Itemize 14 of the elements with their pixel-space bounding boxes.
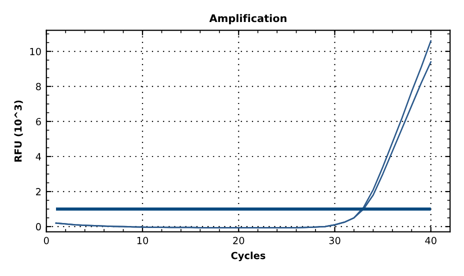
chart-title: Amplification	[209, 14, 286, 24]
y-tick-label: 2	[36, 188, 41, 196]
x-axis-title: Cycles	[231, 252, 266, 262]
x-tick-label: 20	[233, 236, 244, 244]
x-tick-label: 10	[137, 236, 148, 244]
x-tick-label: 0	[44, 236, 49, 244]
y-axis-title: RFU (10^3)	[14, 100, 23, 162]
y-tick-label: 4	[36, 153, 41, 160]
y-tick-label: 8	[36, 82, 41, 90]
y-tick-label: 6	[36, 118, 41, 126]
y-tick-label: 10	[30, 48, 41, 56]
x-tick-label: 30	[329, 236, 340, 244]
y-tick-label: 0	[36, 223, 41, 230]
x-tick-label: 40	[425, 236, 436, 244]
